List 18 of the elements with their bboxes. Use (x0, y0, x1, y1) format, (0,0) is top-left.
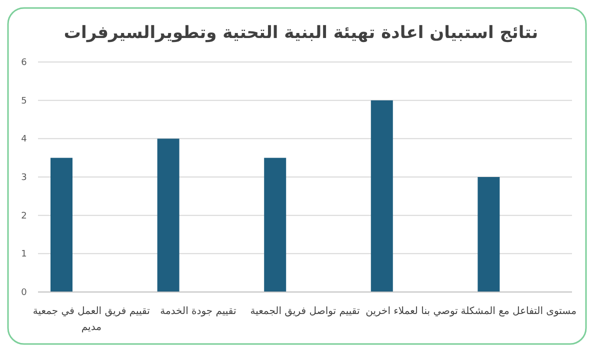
y-tick-label: 6 (21, 58, 28, 68)
x-tick-label: تقييم جودة الخدمة (160, 306, 236, 317)
y-tick-label: 3 (21, 173, 27, 183)
chart-title: نتائج استبيان اعادة تهيئة البنية التحتية وتطويرالسيرفرات (64, 23, 538, 43)
x-tick-label: مستوى التفاعل مع المشكلة (460, 306, 576, 317)
x-tick-label: تقييم فريق العمل في جمعية مديم (32, 306, 150, 333)
bar (157, 138, 180, 292)
y-tick-label: 5 (21, 96, 27, 106)
y-tick-label: 1 (21, 250, 27, 260)
y-tick-label: 2 (21, 211, 27, 222)
x-tick-label: تقييم تواصل فريق الجمعية (250, 306, 360, 317)
bar (50, 158, 72, 292)
bar (478, 177, 500, 292)
bar (370, 100, 393, 292)
bar (264, 158, 286, 292)
y-tick-label: 0 (21, 288, 28, 298)
y-tick-label: 4 (21, 134, 28, 145)
x-tick-label: توصي بنا لعملاء اخرين (366, 306, 458, 317)
